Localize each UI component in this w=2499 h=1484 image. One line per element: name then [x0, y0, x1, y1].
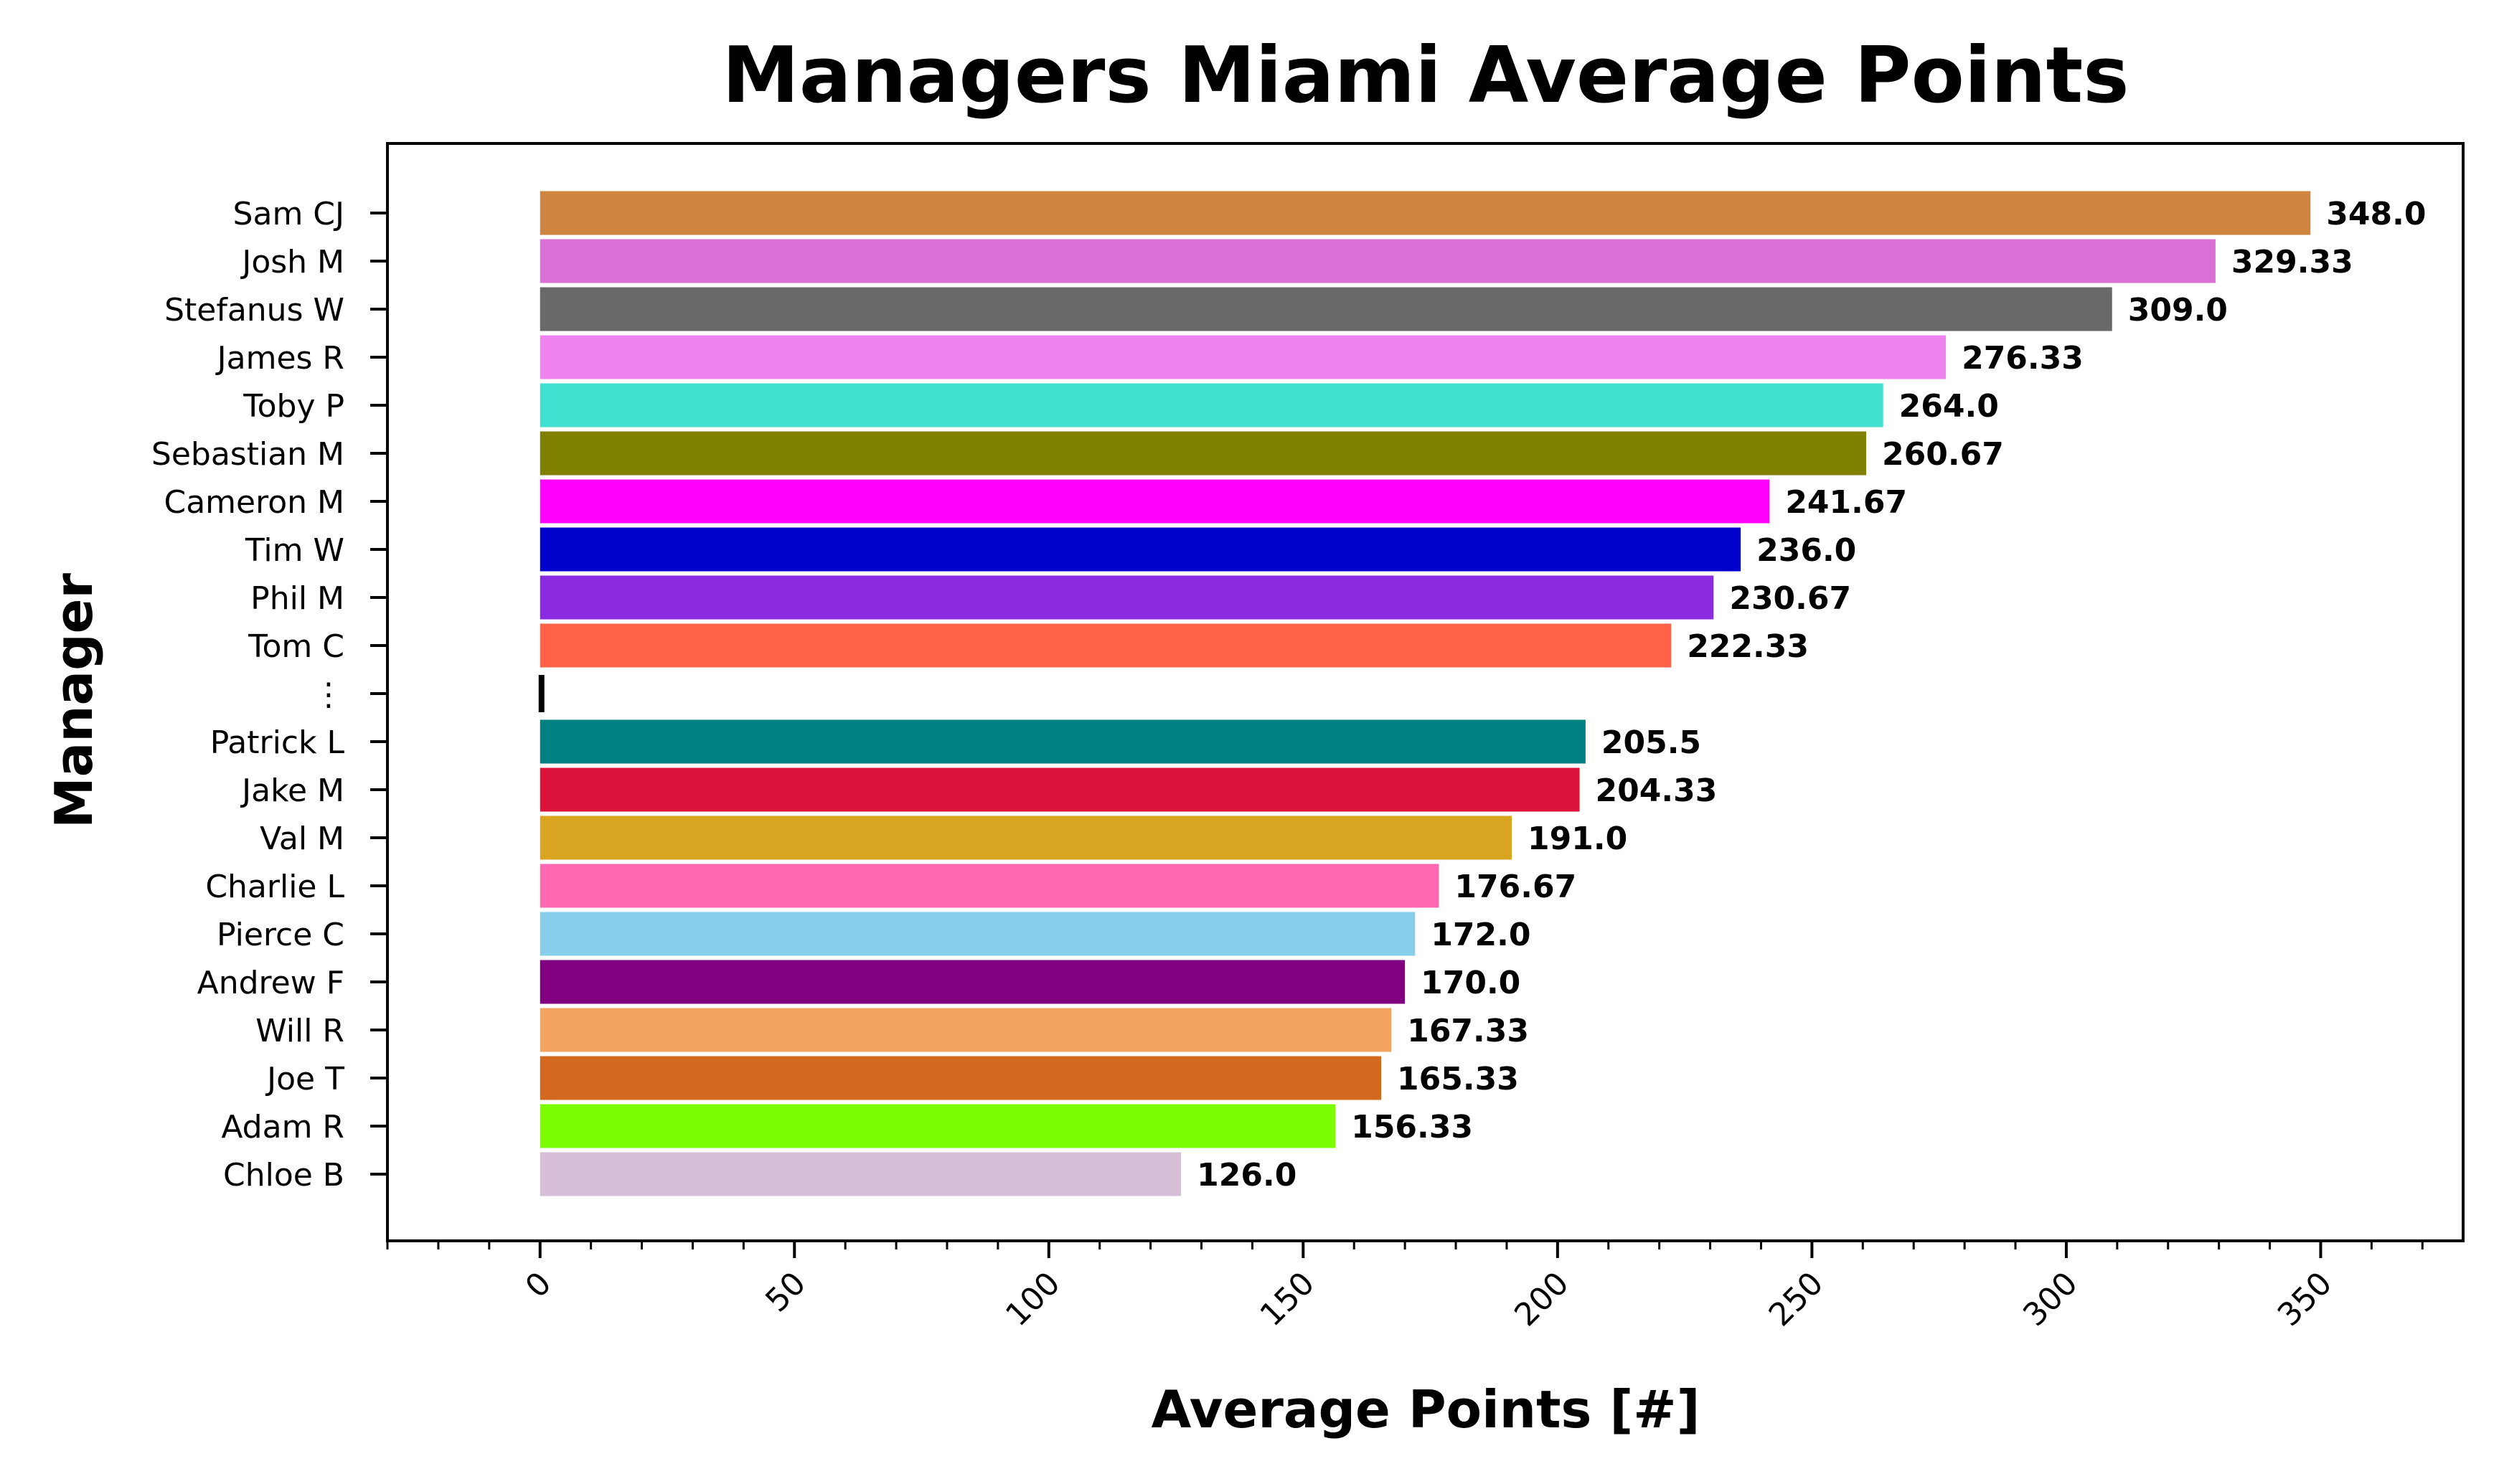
- bar: [540, 431, 1867, 476]
- bar: [540, 719, 1586, 764]
- bar: [540, 575, 1714, 620]
- y-tick-label: Phil M: [250, 580, 344, 617]
- data-label: 222.33: [1687, 628, 1809, 665]
- y-tick-label: Charlie L: [205, 869, 344, 905]
- data-label: 236.0: [1756, 532, 1856, 569]
- data-label: 167.33: [1407, 1013, 1529, 1049]
- y-tick-label: James R: [215, 340, 344, 377]
- y-tick-label: Josh M: [240, 244, 344, 280]
- bar: [540, 864, 1439, 908]
- y-tick-label: Joe T: [265, 1061, 344, 1097]
- bar: [540, 1008, 1392, 1052]
- bar: [540, 383, 1883, 427]
- data-label: 260.67: [1882, 436, 2004, 473]
- y-axis-label: Manager: [44, 573, 104, 828]
- y-tick-label: Sebastian M: [151, 436, 344, 473]
- y-tick-label: Tom C: [248, 628, 344, 665]
- bar: [540, 527, 1741, 572]
- x-tick-label: 50: [758, 1265, 813, 1320]
- y-tick-label: Stefanus W: [164, 292, 344, 329]
- data-label: 276.33: [1962, 340, 2084, 377]
- data-label: 170.0: [1421, 965, 1520, 1001]
- gap-marker: [538, 675, 545, 712]
- bar: [540, 1152, 1182, 1196]
- bar: [540, 767, 1580, 812]
- bar: [540, 1056, 1382, 1100]
- y-tick-label: Cameron M: [164, 484, 345, 521]
- bar: [540, 287, 2112, 331]
- y-tick-label: Adam R: [221, 1109, 344, 1145]
- data-label: 205.5: [1601, 724, 1701, 761]
- x-tick-label: 100: [999, 1265, 1067, 1333]
- y-tick-label: Jake M: [240, 772, 344, 809]
- x-axis-label: Average Points [#]: [1151, 1379, 1700, 1440]
- bar: [540, 816, 1512, 860]
- bar: [540, 912, 1416, 956]
- data-label: 230.67: [1729, 580, 1851, 617]
- plot-area: Sam CJ 348.0 Josh M 329.33 Stefanus W 309.0 Ja…: [151, 142, 2465, 1333]
- data-label: 329.33: [2231, 244, 2353, 280]
- data-label: 126.0: [1197, 1157, 1296, 1194]
- bar: [540, 191, 2311, 235]
- data-label: 241.67: [1785, 484, 1907, 521]
- bar: [540, 1104, 1336, 1148]
- bar: [540, 239, 2216, 283]
- bar: [540, 335, 1947, 379]
- x-tick-label: 250: [1762, 1265, 1830, 1333]
- y-tick-label: Sam CJ: [233, 196, 344, 232]
- data-label: 191.0: [1528, 821, 1627, 857]
- bar: [540, 960, 1406, 1004]
- x-tick-label: 350: [2271, 1265, 2339, 1333]
- y-tick-label: ⋮: [313, 676, 344, 713]
- data-label: 309.0: [2128, 292, 2228, 329]
- data-label: 176.67: [1454, 869, 1576, 905]
- data-label: 348.0: [2326, 196, 2426, 232]
- y-tick-label: Will R: [255, 1013, 344, 1049]
- chart-title: Managers Miami Average Points: [722, 31, 2129, 120]
- data-label: 172.0: [1431, 917, 1530, 953]
- data-label: 264.0: [1899, 388, 1999, 425]
- bar: [540, 623, 1672, 668]
- y-tick-label: Pierce C: [217, 917, 344, 953]
- x-tick-label: 200: [1507, 1265, 1576, 1333]
- x-tick-label: 300: [2016, 1265, 2084, 1333]
- y-tick-label: Chloe B: [223, 1157, 344, 1194]
- x-tick-label: 0: [519, 1265, 559, 1305]
- x-tick-label: 150: [1253, 1265, 1322, 1333]
- y-tick-label: Tim W: [245, 532, 344, 569]
- data-label: 165.33: [1397, 1061, 1519, 1097]
- y-tick-label: Val M: [260, 821, 344, 857]
- y-tick-label: Andrew F: [197, 965, 344, 1001]
- data-label: 156.33: [1351, 1109, 1473, 1145]
- bar: [540, 479, 1770, 524]
- y-tick-label: Toby P: [243, 388, 344, 425]
- y-tick-label: Patrick L: [210, 724, 345, 761]
- data-label: 204.33: [1596, 772, 1718, 809]
